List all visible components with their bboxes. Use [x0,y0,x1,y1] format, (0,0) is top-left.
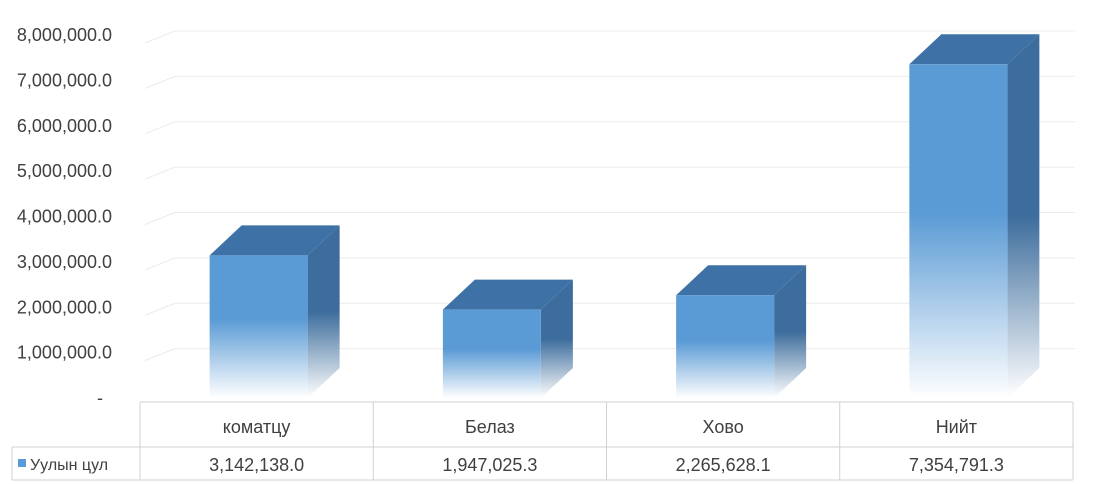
y-tick-label: 7,000,000.0 [17,70,112,90]
category-label: Белаз [465,417,515,437]
y-tick-label: 2,000,000.0 [17,297,112,317]
bar-top [909,34,1040,65]
category-label: Нийт [936,417,977,437]
category-label: коматцу [223,417,291,437]
bar-side [540,279,573,398]
data-label: 7,354,791.3 [909,455,1004,475]
data-table: коматцу 3,142,138.0 Белаз 1,947,025.3 Хово 2,… [11,401,1074,481]
bar-top [676,265,807,296]
bar-front [209,255,308,398]
bar-side [1007,34,1040,399]
bar-front [676,295,775,398]
gridline-depth [144,348,176,362]
legend-label: Уулын цул [30,457,108,474]
data-label: 1,947,025.3 [442,455,537,475]
gridline-depth [144,75,176,89]
bar-top [209,225,340,256]
category-label: Хово [703,417,744,437]
bar-3 [909,34,1040,399]
gridline-depth [144,302,176,316]
bar-top [442,279,573,310]
y-tick-label: 1,000,000.0 [17,343,112,363]
bar-1 [442,279,573,398]
y-tick-label: 6,000,000.0 [17,116,112,136]
y-tick-label: 5,000,000.0 [17,161,112,181]
gridline-depth [144,30,176,44]
y-tick-label: 4,000,000.0 [17,207,112,227]
y-tick-label: 8,000,000.0 [17,25,112,45]
bar-side [774,265,807,398]
data-label: 2,265,628.1 [676,455,771,475]
gridline-depth [144,121,176,135]
y-axis-tick-labels: - 1,000,000.0 2,000,000.0 3,000,000.0 4,000,… [17,25,112,408]
y-tick-label: - [97,388,103,408]
bar-front [909,64,1008,399]
gridline-depth [144,166,176,180]
bar-side [307,225,340,398]
gridline-depth [144,212,176,225]
bar-2 [676,265,807,398]
legend-swatch [18,459,26,467]
bar-0 [209,225,340,398]
bar-front [442,309,541,398]
bars [209,34,1040,399]
y-tick-label: 3,000,000.0 [17,252,112,272]
data-label: 3,142,138.0 [209,455,304,475]
gridline-depth [144,257,176,271]
